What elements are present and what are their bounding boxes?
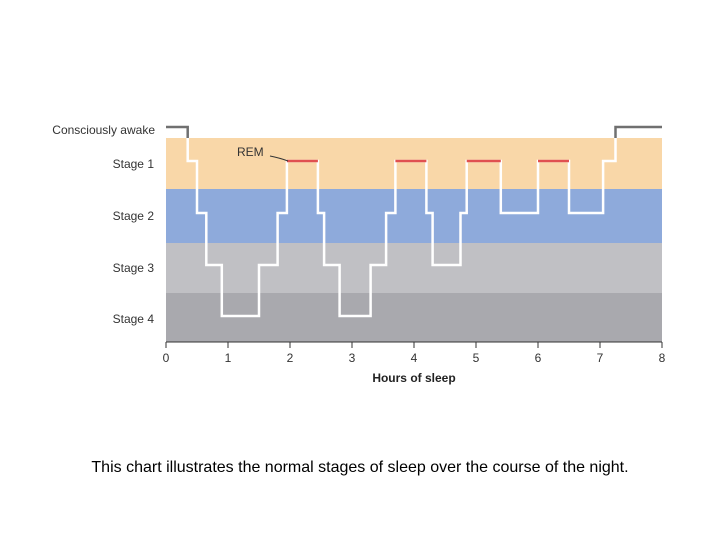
- stage-label: Stage 4: [113, 312, 155, 326]
- sleep-stages-chart: Consciously awake Stage 1 Stage 2 Stage 3 St…: [52, 123, 666, 385]
- band-stage-2: [166, 189, 662, 243]
- awake-segment: [614, 125, 662, 138]
- stage-label: Consciously awake: [52, 123, 155, 137]
- x-tick-label: 3: [349, 351, 356, 365]
- band-stage-4: [166, 293, 662, 342]
- stage-label: Stage 1: [113, 157, 155, 171]
- stage-label: Stage 2: [113, 209, 155, 223]
- x-tick-label: 2: [287, 351, 294, 365]
- stage-label: Stage 3: [113, 261, 155, 275]
- band-stage-1: [166, 138, 662, 189]
- x-axis: 0 1 2 3 4 5 6 7 8: [163, 341, 666, 365]
- rem-label: REM: [237, 145, 264, 159]
- band-stage-3: [166, 243, 662, 293]
- hypnogram-line: [166, 125, 662, 318]
- rem-pointer: [269, 155, 289, 162]
- stage-labels: Consciously awake Stage 1 Stage 2 Stage 3 St…: [52, 123, 155, 326]
- x-tick-label: 6: [535, 351, 542, 365]
- x-tick-label: 7: [597, 351, 604, 365]
- hypnogram-path: [166, 125, 662, 318]
- x-tick-label: 1: [225, 351, 232, 365]
- x-tick-label: 4: [411, 351, 418, 365]
- stage-bands: [166, 138, 662, 342]
- x-axis-title: Hours of sleep: [372, 371, 455, 385]
- x-tick-label: 0: [163, 351, 170, 365]
- x-tick-label: 8: [659, 351, 666, 365]
- awake-segment: [166, 125, 189, 138]
- rem-annotation: REM: [237, 145, 289, 162]
- chart-caption: This chart illustrates the normal stages…: [91, 459, 629, 476]
- x-tick-label: 5: [473, 351, 480, 365]
